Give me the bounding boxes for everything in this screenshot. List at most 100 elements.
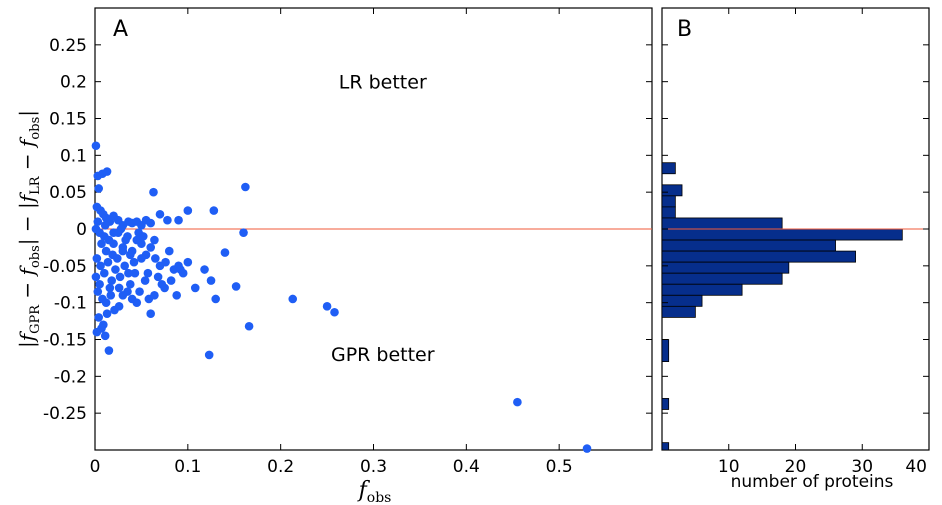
histogram-bar — [661, 339, 670, 363]
scatter-point — [91, 272, 101, 282]
scatter-point — [206, 276, 216, 285]
scatter-point — [95, 279, 104, 289]
scatter-point — [97, 324, 106, 333]
b-x-tick-label: 10 — [718, 457, 740, 477]
x-tick-label: 0.3 — [360, 457, 387, 477]
scatter-point — [146, 243, 155, 252]
scatter-point — [103, 257, 113, 267]
scatter-points — [91, 141, 592, 453]
scatter-point — [190, 283, 200, 293]
scatter-point — [150, 291, 159, 300]
histogram-bar — [661, 283, 743, 296]
b-x-tick-label: 40 — [905, 457, 927, 477]
scatter-point — [239, 228, 248, 237]
scatter-point — [149, 187, 158, 197]
histogram-bar — [661, 305, 696, 318]
scatter-point — [121, 235, 130, 245]
y-tick-label: 0.1 — [60, 146, 87, 166]
scatter-point — [111, 265, 120, 274]
panel-b-ticks — [662, 8, 930, 450]
scatter-point — [211, 294, 220, 304]
scatter-point — [146, 309, 155, 319]
scatter-point — [93, 217, 103, 226]
scatter-point — [100, 331, 110, 341]
scatter-point — [99, 268, 109, 278]
panel-b-letter: B — [677, 17, 692, 42]
scatter-point — [150, 235, 159, 245]
y-axis-title-group: |fGPR − fobs| − |fLR − fobs| — [15, 110, 43, 348]
scatter-point — [322, 302, 332, 311]
scatter-point — [137, 239, 146, 249]
scatter-point — [582, 444, 592, 453]
y-tick-label: 0.2 — [60, 73, 87, 93]
scatter-point — [96, 261, 105, 271]
scatter-point — [288, 294, 298, 304]
scatter-point — [176, 265, 185, 274]
scatter-point — [124, 268, 133, 278]
scatter-point — [157, 279, 167, 289]
x-tick-label: 0.1 — [174, 457, 201, 477]
scatter-point — [100, 221, 110, 230]
scatter-point — [231, 282, 241, 291]
scatter-point — [104, 346, 114, 355]
x-tick-label: 0.2 — [267, 457, 294, 477]
panel-a-y-tick-labels: 0.25 0.2 0.15 0.1 0.05 0 -0.05 -0.1 -0.15 -0.2 -0.… — [43, 36, 87, 424]
scatter-point — [114, 283, 124, 293]
scatter-point — [138, 232, 148, 241]
scatter-point — [161, 257, 170, 267]
y-tick-label: 0.15 — [49, 110, 87, 130]
scatter-point — [116, 224, 126, 234]
scatter-point — [330, 307, 339, 317]
scatter-point — [146, 218, 155, 228]
annotation-lr-better: LR better — [339, 72, 427, 94]
scatter-point — [137, 254, 146, 263]
scatter-point — [109, 228, 118, 237]
scatter-point — [125, 250, 135, 260]
scatter-point — [102, 167, 112, 176]
scatter-point — [94, 313, 104, 322]
x-tick-label: 0.5 — [546, 457, 573, 477]
y-tick-label: -0.1 — [54, 294, 87, 314]
histogram-bar — [661, 294, 703, 307]
panel-a-x-tick-labels: 0 0.1 0.2 0.3 0.4 0.5 — [90, 457, 573, 477]
scatter-point — [172, 291, 181, 300]
scatter-point — [92, 254, 102, 263]
scatter-point — [183, 257, 193, 267]
histogram-bar — [661, 162, 676, 175]
histogram-bar — [661, 442, 670, 451]
scatter-point — [102, 309, 112, 319]
scatter-point — [140, 276, 150, 285]
scatter-point — [129, 257, 139, 267]
scatter-point — [115, 272, 125, 282]
scatter-point — [94, 184, 104, 193]
scatter-point — [107, 276, 117, 285]
scatter-point — [244, 321, 254, 331]
y-tick-label: 0.05 — [49, 183, 87, 203]
scatter-point — [112, 254, 122, 263]
histogram-bar — [661, 206, 676, 219]
scatter-point — [513, 397, 522, 407]
scatter-point — [97, 239, 106, 249]
scatter-point — [91, 141, 101, 151]
x-axis-title: fobs — [357, 478, 392, 505]
scatter-point — [125, 279, 135, 289]
scatter-point — [101, 298, 111, 307]
annotation-gpr-better: GPR better — [331, 344, 435, 366]
scatter-point — [241, 182, 250, 192]
histogram-bar — [661, 250, 856, 263]
histogram-bar — [661, 228, 903, 241]
y-tick-label: 0 — [76, 220, 87, 240]
scatter-point — [91, 224, 101, 234]
histogram-bar — [661, 261, 790, 274]
y-axis-title: |fGPR − fobs| − |fLR − fobs| — [15, 110, 43, 348]
scatter-point — [200, 265, 209, 274]
scatter-point — [164, 246, 174, 256]
scatter-point — [101, 246, 111, 256]
x-tick-label: 0.4 — [453, 457, 480, 477]
scatter-point — [114, 302, 124, 311]
scatter-point — [109, 239, 118, 249]
x-tick-label: 0 — [90, 457, 101, 477]
scatter-point — [155, 209, 165, 219]
histogram-bars — [661, 162, 903, 451]
